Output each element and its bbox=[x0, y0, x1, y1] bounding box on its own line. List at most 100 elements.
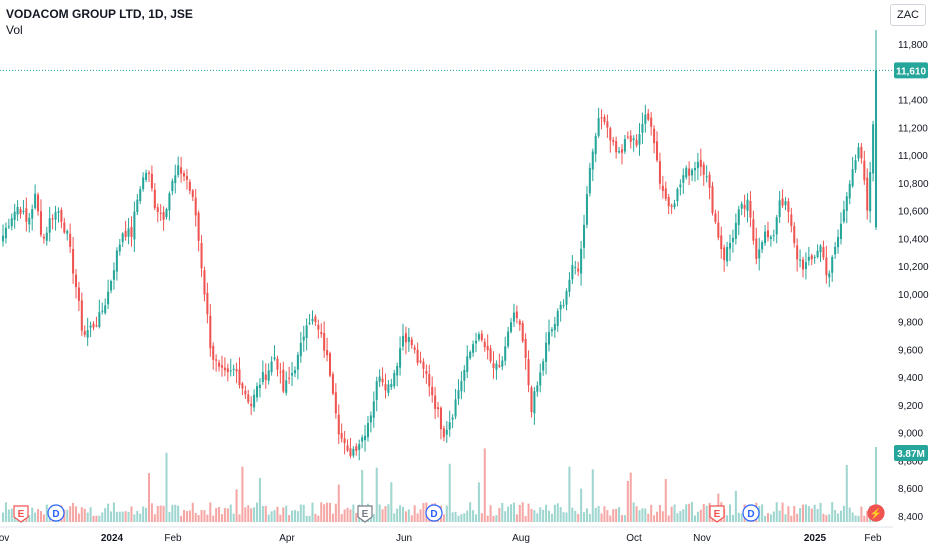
volume-bar bbox=[705, 505, 708, 522]
candle-body bbox=[4, 227, 7, 239]
event-markers[interactable]: E D E D E D ⚡ bbox=[13, 504, 885, 523]
candle-body bbox=[25, 208, 28, 222]
candle-body bbox=[98, 312, 101, 327]
earnings-marker[interactable] bbox=[13, 505, 29, 523]
candle-body bbox=[869, 172, 872, 212]
volume-bar bbox=[726, 515, 729, 522]
candle-body bbox=[66, 230, 69, 234]
volume-bar bbox=[361, 469, 364, 522]
volume-bar bbox=[261, 506, 264, 522]
candle-body bbox=[80, 300, 83, 331]
volume-bar bbox=[816, 508, 819, 522]
volume-bar bbox=[86, 512, 89, 522]
volume-bar bbox=[597, 505, 600, 522]
time-axis[interactable]: ov 2024 Feb Apr Jun Aug Oct Nov 2025 Feb bbox=[0, 526, 893, 544]
candle-body bbox=[425, 371, 428, 374]
volume-bar bbox=[647, 513, 650, 522]
volume-bar bbox=[334, 503, 337, 522]
volume-bar bbox=[825, 515, 828, 522]
candle-body bbox=[226, 368, 229, 373]
dividend-marker[interactable] bbox=[425, 504, 443, 522]
candle-body bbox=[831, 256, 834, 273]
candle-body bbox=[86, 330, 89, 338]
volume-bar bbox=[828, 514, 831, 522]
candle-body bbox=[381, 378, 384, 383]
candle-body bbox=[676, 189, 679, 202]
candle-body bbox=[553, 324, 556, 331]
dividend-marker[interactable] bbox=[47, 504, 65, 522]
candle-body bbox=[469, 351, 472, 359]
earnings-marker[interactable] bbox=[709, 505, 725, 523]
volume-bar bbox=[463, 513, 466, 522]
symbol-title[interactable]: VODACOM GROUP LTD, 1D, JSE bbox=[6, 7, 193, 21]
candle-body bbox=[822, 247, 825, 258]
volume-bar bbox=[693, 515, 696, 522]
candle-body bbox=[185, 176, 188, 180]
candle-body bbox=[238, 369, 241, 386]
candle-body bbox=[378, 376, 381, 382]
volume-bar bbox=[504, 511, 507, 522]
volume-bar bbox=[288, 515, 291, 522]
candle-body bbox=[766, 230, 769, 238]
volume-bar bbox=[45, 504, 48, 522]
candle-body bbox=[343, 438, 346, 444]
candle-body bbox=[358, 444, 361, 450]
candle-body bbox=[215, 359, 218, 361]
candle-body bbox=[547, 331, 551, 345]
candle-body bbox=[7, 226, 10, 228]
candle-body bbox=[428, 373, 431, 387]
split-marker[interactable] bbox=[867, 504, 885, 522]
event-marker-label: ⚡ bbox=[870, 507, 882, 520]
candle-body bbox=[562, 305, 565, 307]
volume-bar bbox=[390, 482, 393, 522]
candle-body bbox=[337, 414, 340, 435]
candle-body bbox=[775, 217, 778, 235]
volume-bar bbox=[159, 505, 162, 522]
volume-bar bbox=[232, 513, 235, 522]
currency-button[interactable]: ZAC bbox=[890, 4, 926, 26]
candle-body bbox=[127, 228, 130, 237]
candle-body bbox=[95, 325, 98, 327]
candle-body bbox=[285, 380, 288, 393]
volume-bar bbox=[378, 504, 381, 522]
candle-body bbox=[583, 224, 586, 248]
candle-body bbox=[866, 177, 869, 211]
volume-bar bbox=[63, 509, 66, 522]
candle-body bbox=[726, 246, 729, 262]
candle-body bbox=[693, 167, 696, 171]
candle-body bbox=[156, 207, 159, 213]
volume-bar bbox=[466, 510, 469, 522]
volume-bar bbox=[118, 511, 121, 522]
volume-bar bbox=[80, 507, 83, 522]
volume-indicator-label[interactable]: Vol bbox=[6, 23, 23, 37]
volume-bar bbox=[801, 504, 805, 522]
volume-bar bbox=[842, 505, 845, 522]
price-axis[interactable]: 8,400 8,600 8,800 9,000 9,200 9,400 9,600 9,800… bbox=[898, 40, 929, 523]
candle-body bbox=[118, 244, 121, 252]
y-tick-label: 10,000 bbox=[898, 290, 929, 301]
y-tick-label: 8,600 bbox=[898, 484, 923, 495]
candle-body bbox=[413, 347, 416, 350]
candle-body bbox=[264, 374, 267, 380]
candle-body bbox=[819, 245, 822, 253]
candle-body bbox=[89, 325, 92, 328]
volume-bar bbox=[474, 514, 478, 522]
earnings-marker[interactable] bbox=[357, 505, 373, 523]
candle-body bbox=[1, 235, 5, 242]
candle-body bbox=[749, 200, 752, 218]
volume-bar bbox=[574, 510, 577, 522]
candle-body bbox=[110, 281, 113, 291]
candle-body bbox=[787, 201, 790, 212]
volume-bar bbox=[486, 515, 489, 522]
volume-bar bbox=[539, 507, 542, 522]
candle-body bbox=[863, 160, 866, 181]
dividend-marker[interactable] bbox=[742, 504, 760, 522]
candle-body bbox=[772, 235, 775, 237]
candle-body bbox=[848, 183, 851, 199]
candle-body bbox=[653, 128, 656, 144]
candle-body bbox=[416, 349, 419, 363]
volume-bar bbox=[556, 503, 559, 522]
volume-bar bbox=[127, 511, 130, 522]
